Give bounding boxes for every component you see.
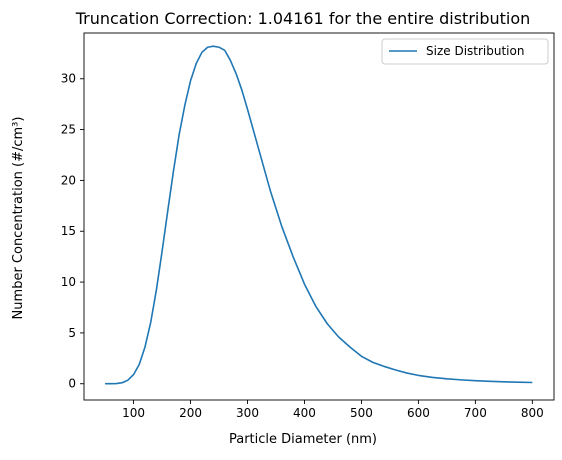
y-tick-label: 10: [61, 275, 76, 289]
x-axis-ticks: 100 200 300 400 500 600 700 800: [122, 400, 544, 420]
axes-frame: [83, 32, 555, 401]
x-tick-label: 400: [293, 406, 316, 420]
x-tick-label: 800: [521, 406, 544, 420]
x-tick-label: 100: [122, 406, 145, 420]
y-tick-label: 20: [61, 173, 76, 187]
y-tick-label: 5: [68, 326, 76, 340]
x-tick-label: 600: [407, 406, 430, 420]
y-tick-label: 25: [61, 123, 76, 137]
plot-area: [83, 32, 555, 401]
x-tick-label: 500: [350, 406, 373, 420]
x-axis-label: Particle Diameter (nm): [229, 432, 377, 447]
y-axis-label: Number Concentration (#/cm³): [11, 117, 26, 320]
series-line-0: [105, 45, 533, 385]
y-tick-label: 0: [68, 377, 76, 391]
x-tick-label: 200: [179, 406, 202, 420]
x-tick-label: 700: [464, 406, 487, 420]
y-tick-label: 15: [61, 224, 76, 238]
y-axis-ticks: 0 5 10 15 20 25 30: [61, 72, 84, 391]
y-tick-label: 30: [61, 72, 76, 86]
legend-box: [381, 38, 549, 65]
x-tick-label: 300: [236, 406, 259, 420]
legend-entry-label: Size Distribution: [426, 44, 524, 58]
legend: Size Distribution: [381, 38, 549, 65]
chart-title: Truncation Correction: 1.04161 for the e…: [75, 9, 531, 28]
